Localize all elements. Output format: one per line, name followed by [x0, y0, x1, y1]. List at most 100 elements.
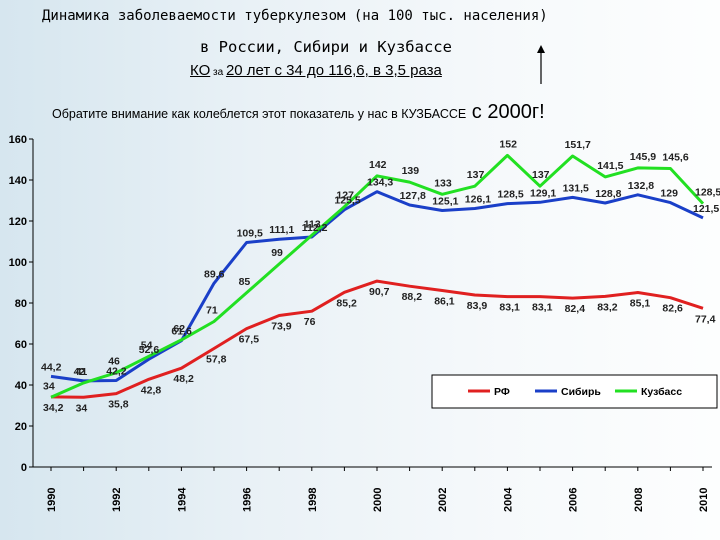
data-label: 44,2 — [41, 361, 62, 373]
data-label: 141,5 — [597, 160, 623, 172]
data-label: 41 — [76, 366, 88, 378]
x-tick-label: 1992 — [111, 488, 123, 512]
data-label: 127 — [336, 190, 354, 202]
x-tick-label: 2000 — [372, 488, 384, 512]
data-label: 129 — [660, 188, 678, 200]
y-tick-label: 80 — [15, 298, 27, 310]
data-label: 82,6 — [662, 303, 683, 315]
data-label: 90,7 — [369, 286, 390, 298]
data-label: 151,7 — [565, 139, 591, 151]
data-label: 77,4 — [695, 313, 716, 325]
y-tick-label: 100 — [9, 257, 27, 269]
x-tick-label: 1994 — [176, 487, 188, 512]
data-label: 152 — [499, 138, 517, 150]
data-label: 99 — [271, 247, 283, 259]
data-label: 82,4 — [565, 303, 586, 315]
data-label: 111,1 — [269, 224, 294, 236]
data-label: 42 — [74, 366, 86, 378]
note-main: Обратите внимание как колеблется этот по… — [52, 107, 467, 121]
x-tick-label: 1990 — [46, 488, 58, 512]
data-label: 112,2 — [302, 222, 328, 234]
data-label: 83,9 — [467, 300, 488, 312]
data-label: 67,5 — [239, 334, 260, 346]
chart-title-line2: в России, Сибири и Кузбассе — [200, 38, 452, 56]
data-label: 126,1 — [465, 193, 491, 205]
growth-summary: 20 лет с 34 до 116,6, в 3,5 раза — [225, 62, 442, 79]
data-label: 113 — [304, 218, 321, 230]
data-label: 34 — [43, 380, 55, 392]
data-label: 89,6 — [204, 268, 225, 280]
data-label: 71 — [206, 304, 218, 316]
data-label: 52,6 — [139, 344, 160, 356]
data-label: 121,5 — [693, 203, 719, 215]
data-label: 133 — [434, 177, 452, 189]
series-line-Кузбасс — [50, 153, 705, 399]
preposition: за — [210, 67, 226, 78]
note-text: Обратите внимание как колеблется этот по… — [52, 101, 682, 124]
x-tick-label: 1996 — [242, 488, 254, 512]
arrow-up-icon — [537, 45, 545, 84]
data-label: 109,5 — [237, 228, 263, 240]
data-label: 42,2 — [106, 365, 127, 377]
data-label: 128,5 — [497, 189, 523, 201]
x-tick-label: 2006 — [568, 488, 580, 512]
data-label: 128,8 — [595, 188, 621, 200]
data-label: 61,6 — [171, 326, 192, 338]
y-tick-label: 120 — [9, 216, 27, 228]
region-code: КО — [190, 62, 211, 79]
data-label: 62 — [173, 323, 185, 335]
data-label: 35,8 — [108, 399, 129, 411]
data-label: 34,2 — [43, 402, 64, 414]
data-label: 134,3 — [367, 177, 393, 189]
data-label: 145,6 — [662, 152, 688, 164]
data-label: 129,1 — [530, 187, 556, 199]
data-label: 83,1 — [499, 302, 520, 314]
data-label: 83,2 — [597, 301, 618, 313]
chart-title-line1: Динамика заболеваемости туберкулезом (на… — [42, 8, 548, 24]
x-tick-label: 2002 — [437, 488, 449, 512]
y-tick-label: 140 — [9, 175, 27, 187]
data-label: 48,2 — [173, 373, 194, 385]
data-label: 125,1 — [432, 196, 458, 208]
data-label: 46 — [108, 356, 120, 368]
legend-label: РФ — [494, 386, 510, 398]
data-label: 54 — [141, 339, 153, 351]
data-label: 88,2 — [402, 291, 423, 303]
data-label: 137 — [532, 169, 550, 181]
data-label: 76 — [304, 316, 316, 328]
data-label: 139 — [402, 165, 420, 177]
series-line-РФ — [50, 279, 704, 399]
series-line-Сибирь — [50, 190, 704, 383]
x-tick-label: 2010 — [698, 488, 710, 512]
legend-label: Кузбасс — [641, 386, 682, 398]
data-label: 34 — [76, 402, 88, 414]
y-tick-label: 40 — [15, 380, 27, 392]
data-label: 85,2 — [336, 297, 357, 309]
legend-label: Сибирь — [561, 386, 601, 398]
data-label: 86,1 — [434, 295, 455, 307]
data-label: 85,1 — [630, 298, 651, 310]
data-label: 142 — [369, 159, 387, 171]
data-label: 42,8 — [141, 384, 162, 396]
x-tick-label: 1998 — [307, 488, 319, 512]
y-tick-label: 20 — [15, 421, 27, 433]
data-label: 137 — [467, 169, 485, 181]
data-label: 57,8 — [206, 354, 227, 366]
data-label: 127,8 — [400, 190, 426, 202]
y-tick-label: 60 — [15, 339, 27, 351]
x-tick-label: 2004 — [502, 487, 514, 512]
note-emphasis: с 2000г! — [466, 101, 545, 123]
y-tick-label: 0 — [21, 462, 27, 474]
data-label: 128,5 — [695, 187, 720, 199]
data-label: 73,9 — [271, 321, 292, 333]
y-tick-label: 160 — [9, 134, 27, 146]
data-label: 145,9 — [630, 151, 656, 163]
x-tick-label: 2008 — [633, 488, 645, 512]
data-label: 131,5 — [563, 182, 589, 194]
data-label: 83,1 — [532, 302, 553, 314]
chart-title-line3: КО за 20 лет с 34 до 116,6, в 3,5 раза — [190, 62, 540, 79]
data-label: 125,5 — [334, 195, 360, 207]
data-label: 85 — [239, 276, 251, 288]
data-label: 132,8 — [628, 180, 654, 192]
